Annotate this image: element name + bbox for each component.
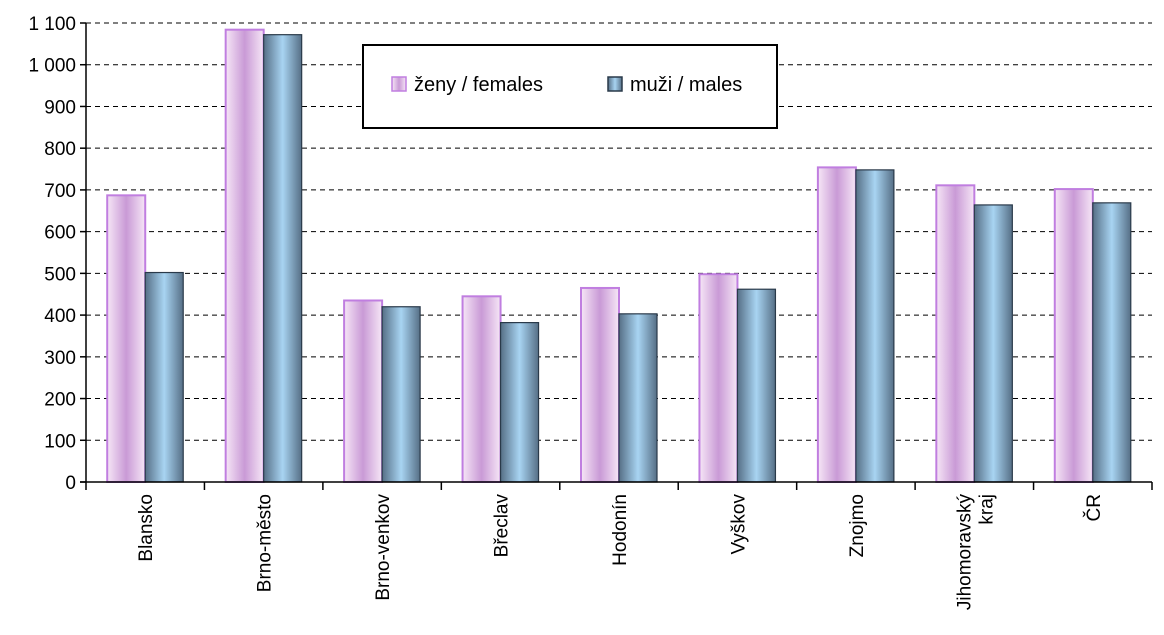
x-category-label: Znojmo	[847, 494, 868, 557]
x-category-label: Jihomoravský kraj	[954, 494, 997, 611]
legend-swatch-females	[391, 76, 407, 92]
bar-males	[381, 306, 421, 483]
legend-swatch-males	[607, 76, 623, 92]
legend: ženy / females muži / males	[362, 44, 778, 129]
y-tick-label: 1 100	[28, 14, 76, 35]
x-category-label: Vyškov	[728, 494, 749, 555]
x-category-label-line: ČR	[1083, 494, 1105, 521]
axes: 0 100 200 300 400 500 600 700 800 900 1 000 1 100 Bl…	[28, 14, 1153, 611]
bar-females	[698, 273, 739, 483]
bar-females	[461, 295, 502, 483]
bar-females	[580, 286, 620, 483]
bar-males	[973, 204, 1013, 483]
x-category-label-line: Břeclav	[492, 494, 513, 558]
x-category-label: Hodonín	[610, 494, 631, 566]
x-category-label: Brno-venkov	[373, 494, 394, 601]
y-tick-label: 100	[44, 431, 76, 452]
bar-males	[855, 169, 895, 483]
y-tick-label: 500	[44, 264, 76, 285]
x-category-label-line: Jihomoravský	[954, 494, 975, 611]
x-category-label-line: Brno-venkov	[373, 494, 394, 601]
bar-females	[816, 166, 857, 483]
bar-females	[1053, 188, 1094, 483]
x-category-label-line: Vyškov	[728, 494, 749, 555]
x-category-label-line: Hodonín	[610, 494, 631, 566]
x-category-label-line: Brno-město	[255, 494, 276, 592]
y-tick-label: 200	[44, 390, 76, 411]
bar-females	[935, 184, 976, 483]
x-category-label: ČR	[1083, 494, 1105, 521]
x-category-label: Břeclav	[492, 494, 513, 558]
x-category-label-line: Blansko	[136, 494, 157, 562]
bar-males	[618, 313, 658, 483]
y-tick-label: 900	[44, 97, 76, 118]
bar-females	[106, 194, 147, 483]
y-tick-label: 700	[44, 181, 76, 202]
bar-males	[499, 322, 540, 483]
y-tick-label: 600	[44, 223, 76, 244]
y-tick-label: 300	[44, 348, 76, 369]
x-category-label: Blansko	[136, 494, 157, 562]
bars	[106, 28, 1132, 484]
bar-females	[343, 299, 384, 483]
legend-box	[362, 44, 778, 129]
x-category-label-line: Znojmo	[847, 494, 868, 557]
y-tick-label: 800	[44, 139, 76, 160]
bar-males	[263, 34, 303, 483]
y-tick-label: 0	[65, 473, 76, 494]
x-category-label: Brno-město	[255, 494, 276, 592]
bar-males	[736, 288, 777, 483]
bar-males	[1092, 202, 1132, 483]
y-tick-label: 400	[44, 306, 76, 327]
legend-label-females: ženy / females	[414, 74, 543, 96]
bar-females	[224, 28, 265, 484]
bar-males	[144, 271, 184, 483]
y-tick-label: 1 000	[28, 56, 76, 77]
legend-label-males: muži / males	[630, 74, 742, 96]
x-category-label-line: kraj	[976, 494, 997, 525]
